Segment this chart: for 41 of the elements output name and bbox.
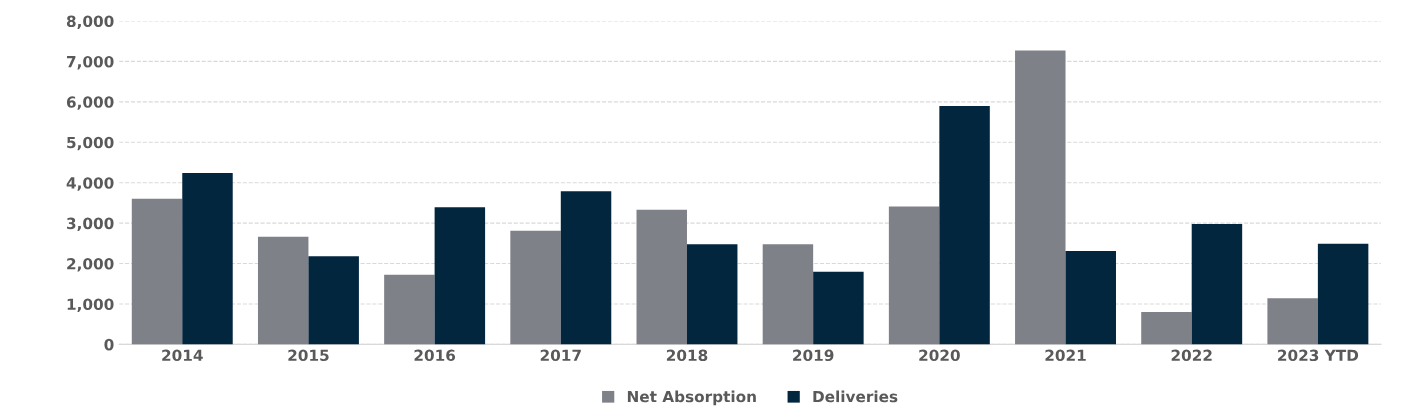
bar — [762, 244, 814, 345]
x-tick-label: 2014 — [162, 349, 203, 362]
bar — [939, 105, 990, 345]
bar — [510, 230, 561, 345]
x-tick-label: 2022 — [1171, 349, 1212, 362]
x-tick-label: 2017 — [540, 349, 581, 362]
legend-label: Deliveries — [813, 390, 898, 403]
y-tick-label: 6,000 — [66, 96, 114, 110]
bar — [636, 209, 687, 345]
bar — [1267, 298, 1318, 345]
x-tick-label: 2016 — [414, 349, 456, 362]
y-tick-label: 2,000 — [67, 258, 114, 272]
bar — [686, 244, 738, 345]
bar — [813, 271, 864, 345]
y-tick-label: 8,000 — [66, 15, 114, 29]
x-tick-label: 2015 — [288, 349, 329, 362]
bar — [1191, 223, 1243, 345]
legend-label: Net Absorption — [627, 390, 756, 406]
bar — [182, 173, 233, 345]
x-tick-label: 2023 YTD — [1278, 349, 1359, 362]
bar — [1141, 312, 1192, 345]
x-tick-label: 2018 — [666, 349, 708, 362]
bar — [1317, 243, 1369, 345]
bar — [257, 236, 309, 345]
y-tick-label: 3,000 — [67, 217, 114, 232]
bar — [560, 191, 612, 345]
y-tick-label: 1,000 — [67, 298, 114, 312]
bar — [1015, 50, 1066, 345]
bar — [888, 206, 940, 345]
y-tick-label: 0 — [104, 338, 114, 351]
bar — [1065, 251, 1116, 345]
bar — [384, 274, 435, 345]
x-tick-label: 2020 — [919, 349, 960, 362]
bar — [308, 256, 359, 345]
y-tick-label: 4,000 — [66, 177, 114, 191]
x-tick-label: 2019 — [793, 349, 834, 362]
y-tick-label: 7,000 — [67, 55, 114, 70]
bar — [434, 207, 486, 345]
y-tick-label: 5,000 — [67, 136, 114, 151]
bar — [131, 198, 183, 345]
x-tick-label: 2021 — [1045, 349, 1086, 362]
